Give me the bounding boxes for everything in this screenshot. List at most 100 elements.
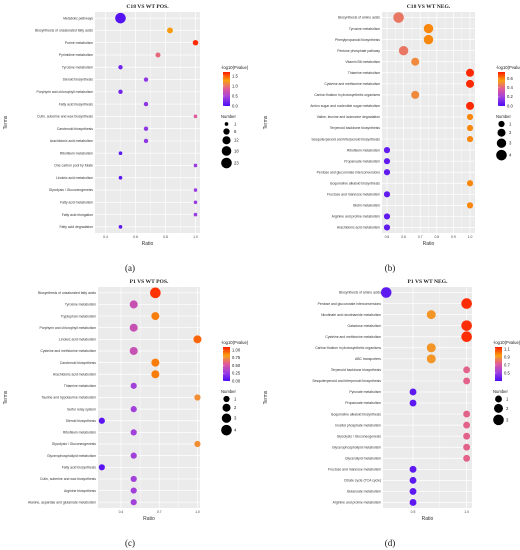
color-bar-tick-label: 1.5 [232,73,238,78]
data-point [193,163,198,168]
color-bar-tick-label: 0.9 [504,354,510,359]
data-point [129,300,138,309]
size-legend-dot [497,128,506,137]
data-point [466,113,474,121]
term-label: Taurine and hypotaurine metabolism [41,396,96,400]
term-label: ABC transporters [355,357,381,361]
term-label: Nicotinate and nicotinamide metabolism [321,313,381,317]
term-label: Fructose and mannose metabolism [327,193,380,197]
color-bar-tick-label: 0.6 [507,76,513,81]
term-label: Purine metabolism [65,41,93,45]
data-point [463,432,471,440]
term-label: Glycerophospholipid metabolism [332,445,381,449]
data-point [193,188,198,192]
color-bar-tick-label: 0.5 [504,370,510,375]
term-label: Inositol phosphate metabolism [335,423,381,427]
panel-label: (b) [385,263,396,273]
data-point [194,440,201,448]
size-legend-label: 1 [234,121,237,126]
term-label: Isoquinoline alkaloid biosynthesis [331,412,381,416]
data-point [193,114,198,119]
color-bar-tick-label: 1.1 [504,346,510,351]
x-tick-label: 0.7 [157,510,162,514]
term-label: Riboflavin metabolism [60,151,93,155]
term-label: Carbon fixation in photosynthetic organi… [315,346,381,350]
size-legend-label: 1 [506,396,509,401]
data-point [194,394,201,401]
term-label: Glycolysis / Gluconeogenesis [49,188,94,192]
color-bar-tick-label: 1.0 [232,83,238,88]
size-legend-dot [221,424,232,436]
color-bar-tick-label: 0.5 [232,93,238,98]
term-label: Carotenoid biosynthesis [57,127,93,131]
data-point [383,224,391,231]
y-axis-label: Terms [3,115,9,129]
data-point [466,135,474,143]
term-label: Biosynthesis of amino acids [339,291,381,295]
data-point [463,410,471,418]
x-tick-label: 0.5 [411,510,416,514]
data-point [130,487,137,494]
data-point [466,180,474,187]
term-label: Valine, leucine and isoleucine degradati… [317,115,380,119]
term-label: Glycerolipid metabolism [345,456,381,460]
term-label: Riboflavin metabolism [63,431,96,435]
data-point [466,202,474,209]
color-bar-tick-label: 0.50 [232,363,241,368]
data-point [383,169,391,176]
data-point [423,34,434,45]
term-label: Steroid biosynthesis [66,419,97,423]
term-label: Terpenoid backbone biosynthesis [331,368,381,372]
term-label: One carbon pool by folate [54,164,93,168]
size-legend-dot [223,128,230,135]
data-point [409,465,417,473]
size-legend-label: 4 [509,153,512,158]
term-label: Biosynthesis of amino acids [338,16,380,20]
size-legend-dot [496,138,507,148]
term-label: Carotenoid biosynthesis [60,361,96,365]
term-label: Arginine and proline metabolism [333,501,382,505]
data-point [151,312,160,321]
size-legend-label: 12 [234,138,239,143]
data-point [151,358,160,367]
size-legend-dot [495,395,502,403]
data-point [129,346,138,355]
color-bar-tick-label: 0.7 [504,362,510,367]
size-legend-label: 2 [506,406,509,411]
data-point [130,499,137,506]
color-bar [223,72,230,106]
data-point [426,310,436,320]
plot-background [383,287,472,508]
color-bar-tick-label: 0.25 [232,371,241,376]
chart-panel-2: C18 VS WT NEG. 0.5 0.6 0.7 0.8 0.9 1.0 Ratio Ter… [263,4,520,273]
panel-title: C18 VS WT POS. [126,4,169,10]
x-tick-label: 0.8 [163,235,168,239]
data-point [118,89,123,95]
data-point [423,23,434,34]
term-label: Porphyrin and chlorophyll metabolism [36,90,93,94]
term-label: Phenylpropanoid biosynthesis [335,38,380,42]
data-point [409,388,417,396]
data-point [383,147,391,154]
color-legend-title: -log10(Pvalue) [493,340,520,345]
data-point [98,417,105,424]
color-bar-tick-label: 0.4 [507,85,513,90]
x-axis-label: Ratio [422,516,434,522]
data-point [155,52,161,58]
size-legend-dot [224,122,229,126]
data-point [118,65,123,70]
term-label: Biosynthesis of unsaturated fatty acids [35,29,93,33]
x-tick-label: 0.6 [133,235,138,239]
term-label: Cysteine and methionine metabolism [325,335,381,339]
data-point [426,354,436,364]
data-point [151,370,160,379]
size-legend-dot [496,149,507,161]
size-legend-dot [222,136,231,145]
size-legend-label: 6 [234,129,237,134]
term-label: Sulfur relay system [67,407,96,411]
size-legend-dot [221,146,232,156]
term-label: Tyrosine metabolism [62,65,93,69]
term-label: Biosynthesis of unsaturated fatty acids [38,291,96,295]
data-point [143,138,149,144]
